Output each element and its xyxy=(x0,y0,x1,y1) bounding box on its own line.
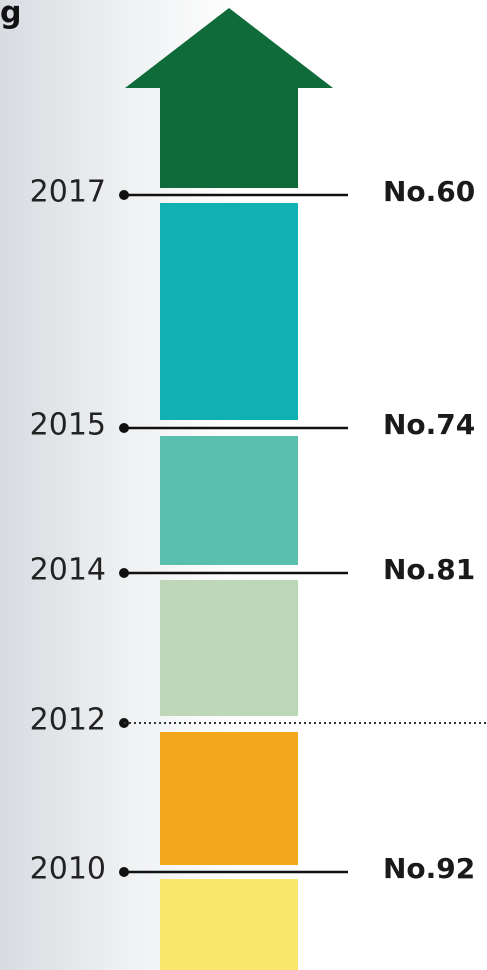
header-fragment: g xyxy=(0,0,21,31)
arrow-segment xyxy=(160,203,298,420)
arrow-segment xyxy=(160,86,298,188)
year-label: 2010 xyxy=(30,852,106,887)
year-label: 2012 xyxy=(30,703,106,738)
year-label: 2014 xyxy=(30,553,106,588)
year-label: 2015 xyxy=(30,408,106,443)
arrow-head xyxy=(125,8,333,88)
arrow-segment xyxy=(160,436,298,565)
milestone-lines xyxy=(119,190,487,877)
rank-label: No.74 xyxy=(383,408,475,441)
arrow-segment xyxy=(160,879,298,970)
year-label: 2017 xyxy=(30,175,106,210)
rank-label: No.81 xyxy=(383,553,475,586)
rank-label: No.92 xyxy=(383,852,475,885)
rank-label: No.60 xyxy=(383,175,475,208)
arrow-segment xyxy=(160,732,298,865)
arrow-segment xyxy=(160,580,298,716)
